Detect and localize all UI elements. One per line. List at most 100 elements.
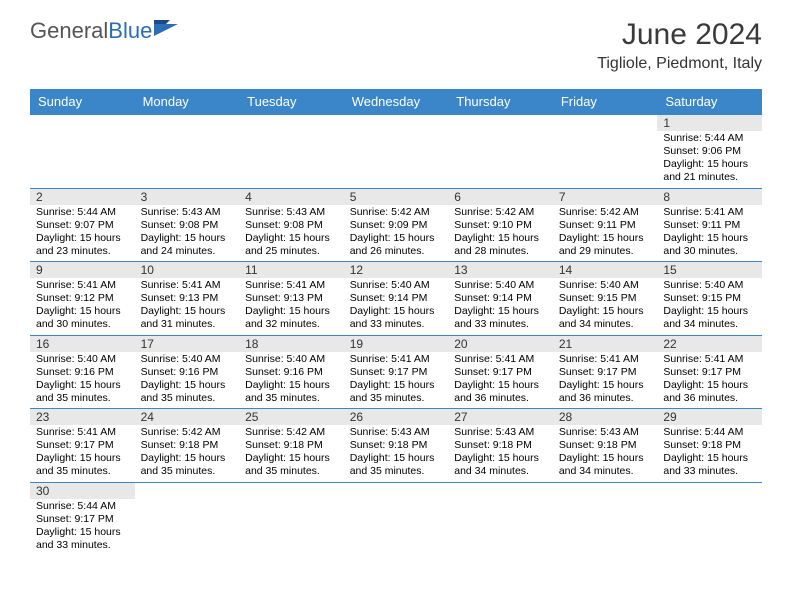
sunrise-text: Sunrise: 5:40 AM bbox=[350, 279, 443, 292]
calendar-cell bbox=[30, 115, 135, 189]
sunset-text: Sunset: 9:14 PM bbox=[350, 292, 443, 305]
daylight-text: Daylight: 15 hours and 28 minutes. bbox=[454, 232, 547, 258]
sunset-text: Sunset: 9:08 PM bbox=[245, 219, 338, 232]
day-number: 3 bbox=[135, 189, 240, 205]
daylight-text: Daylight: 15 hours and 30 minutes. bbox=[36, 305, 129, 331]
calendar-cell: 14Sunrise: 5:40 AMSunset: 9:15 PMDayligh… bbox=[553, 262, 658, 336]
sunrise-text: Sunrise: 5:41 AM bbox=[454, 353, 547, 366]
calendar-row: 1Sunrise: 5:44 AMSunset: 9:06 PMDaylight… bbox=[30, 115, 762, 189]
sunset-text: Sunset: 9:17 PM bbox=[350, 366, 443, 379]
day-number: 10 bbox=[135, 262, 240, 278]
day-number: 9 bbox=[30, 262, 135, 278]
daylight-text: Daylight: 15 hours and 24 minutes. bbox=[141, 232, 234, 258]
sunrise-text: Sunrise: 5:41 AM bbox=[141, 279, 234, 292]
day-number: 1 bbox=[657, 115, 762, 131]
day-details: Sunrise: 5:41 AMSunset: 9:13 PMDaylight:… bbox=[239, 278, 344, 335]
sunrise-text: Sunrise: 5:41 AM bbox=[36, 426, 129, 439]
day-number: 22 bbox=[657, 336, 762, 352]
sunrise-text: Sunrise: 5:40 AM bbox=[36, 353, 129, 366]
sunset-text: Sunset: 9:06 PM bbox=[663, 145, 756, 158]
sunset-text: Sunset: 9:15 PM bbox=[663, 292, 756, 305]
calendar-cell: 21Sunrise: 5:41 AMSunset: 9:17 PMDayligh… bbox=[553, 335, 658, 409]
day-details: Sunrise: 5:41 AMSunset: 9:17 PMDaylight:… bbox=[448, 352, 553, 409]
calendar-cell: 27Sunrise: 5:43 AMSunset: 9:18 PMDayligh… bbox=[448, 409, 553, 483]
daylight-text: Daylight: 15 hours and 36 minutes. bbox=[663, 379, 756, 405]
calendar-cell: 26Sunrise: 5:43 AMSunset: 9:18 PMDayligh… bbox=[344, 409, 449, 483]
day-details: Sunrise: 5:44 AMSunset: 9:18 PMDaylight:… bbox=[657, 425, 762, 482]
day-details: Sunrise: 5:40 AMSunset: 9:16 PMDaylight:… bbox=[239, 352, 344, 409]
calendar-cell bbox=[448, 115, 553, 189]
day-number: 25 bbox=[239, 409, 344, 425]
calendar-cell: 16Sunrise: 5:40 AMSunset: 9:16 PMDayligh… bbox=[30, 335, 135, 409]
sunset-text: Sunset: 9:17 PM bbox=[559, 366, 652, 379]
daylight-text: Daylight: 15 hours and 21 minutes. bbox=[663, 158, 756, 184]
sunrise-text: Sunrise: 5:41 AM bbox=[36, 279, 129, 292]
calendar-cell: 6Sunrise: 5:42 AMSunset: 9:10 PMDaylight… bbox=[448, 188, 553, 262]
sunrise-text: Sunrise: 5:42 AM bbox=[350, 206, 443, 219]
day-details: Sunrise: 5:41 AMSunset: 9:17 PMDaylight:… bbox=[553, 352, 658, 409]
day-number: 23 bbox=[30, 409, 135, 425]
sunrise-text: Sunrise: 5:42 AM bbox=[141, 426, 234, 439]
day-number: 4 bbox=[239, 189, 344, 205]
sunrise-text: Sunrise: 5:42 AM bbox=[559, 206, 652, 219]
sunrise-text: Sunrise: 5:42 AM bbox=[454, 206, 547, 219]
calendar-cell: 8Sunrise: 5:41 AMSunset: 9:11 PMDaylight… bbox=[657, 188, 762, 262]
daylight-text: Daylight: 15 hours and 25 minutes. bbox=[245, 232, 338, 258]
sunset-text: Sunset: 9:16 PM bbox=[245, 366, 338, 379]
sunrise-text: Sunrise: 5:44 AM bbox=[36, 206, 129, 219]
sunrise-text: Sunrise: 5:41 AM bbox=[663, 206, 756, 219]
sunset-text: Sunset: 9:15 PM bbox=[559, 292, 652, 305]
day-details: Sunrise: 5:40 AMSunset: 9:15 PMDaylight:… bbox=[553, 278, 658, 335]
day-number: 20 bbox=[448, 336, 553, 352]
sunrise-text: Sunrise: 5:44 AM bbox=[663, 426, 756, 439]
day-details: Sunrise: 5:44 AMSunset: 9:17 PMDaylight:… bbox=[30, 499, 135, 556]
month-title: June 2024 bbox=[597, 18, 762, 52]
sunset-text: Sunset: 9:16 PM bbox=[141, 366, 234, 379]
sunset-text: Sunset: 9:11 PM bbox=[559, 219, 652, 232]
day-details: Sunrise: 5:42 AMSunset: 9:10 PMDaylight:… bbox=[448, 205, 553, 262]
day-number: 13 bbox=[448, 262, 553, 278]
flag-icon bbox=[154, 20, 180, 43]
calendar-cell: 13Sunrise: 5:40 AMSunset: 9:14 PMDayligh… bbox=[448, 262, 553, 336]
sunset-text: Sunset: 9:17 PM bbox=[36, 513, 129, 526]
day-details: Sunrise: 5:42 AMSunset: 9:18 PMDaylight:… bbox=[135, 425, 240, 482]
day-number: 15 bbox=[657, 262, 762, 278]
day-details: Sunrise: 5:40 AMSunset: 9:14 PMDaylight:… bbox=[448, 278, 553, 335]
day-number: 21 bbox=[553, 336, 658, 352]
calendar-row: 16Sunrise: 5:40 AMSunset: 9:16 PMDayligh… bbox=[30, 335, 762, 409]
sunset-text: Sunset: 9:18 PM bbox=[350, 439, 443, 452]
day-details: Sunrise: 5:42 AMSunset: 9:18 PMDaylight:… bbox=[239, 425, 344, 482]
day-number: 16 bbox=[30, 336, 135, 352]
location: Tigliole, Piedmont, Italy bbox=[597, 55, 762, 73]
calendar-cell: 24Sunrise: 5:42 AMSunset: 9:18 PMDayligh… bbox=[135, 409, 240, 483]
day-number: 14 bbox=[553, 262, 658, 278]
sunset-text: Sunset: 9:09 PM bbox=[350, 219, 443, 232]
calendar-cell bbox=[553, 115, 658, 189]
calendar-cell: 7Sunrise: 5:42 AMSunset: 9:11 PMDaylight… bbox=[553, 188, 658, 262]
calendar-row: 30Sunrise: 5:44 AMSunset: 9:17 PMDayligh… bbox=[30, 482, 762, 555]
daylight-text: Daylight: 15 hours and 33 minutes. bbox=[663, 452, 756, 478]
sunrise-text: Sunrise: 5:41 AM bbox=[245, 279, 338, 292]
day-details: Sunrise: 5:43 AMSunset: 9:08 PMDaylight:… bbox=[239, 205, 344, 262]
daylight-text: Daylight: 15 hours and 35 minutes. bbox=[141, 452, 234, 478]
calendar-cell: 18Sunrise: 5:40 AMSunset: 9:16 PMDayligh… bbox=[239, 335, 344, 409]
sunrise-text: Sunrise: 5:44 AM bbox=[36, 500, 129, 513]
daylight-text: Daylight: 15 hours and 32 minutes. bbox=[245, 305, 338, 331]
daylight-text: Daylight: 15 hours and 36 minutes. bbox=[454, 379, 547, 405]
calendar-cell: 1Sunrise: 5:44 AMSunset: 9:06 PMDaylight… bbox=[657, 115, 762, 189]
sunset-text: Sunset: 9:18 PM bbox=[454, 439, 547, 452]
daylight-text: Daylight: 15 hours and 35 minutes. bbox=[245, 379, 338, 405]
calendar-cell: 9Sunrise: 5:41 AMSunset: 9:12 PMDaylight… bbox=[30, 262, 135, 336]
sunset-text: Sunset: 9:13 PM bbox=[141, 292, 234, 305]
sunset-text: Sunset: 9:18 PM bbox=[141, 439, 234, 452]
day-number: 27 bbox=[448, 409, 553, 425]
sunset-text: Sunset: 9:18 PM bbox=[245, 439, 338, 452]
logo-word-grey: General bbox=[30, 18, 108, 43]
day-number: 11 bbox=[239, 262, 344, 278]
sunrise-text: Sunrise: 5:44 AM bbox=[663, 132, 756, 145]
daylight-text: Daylight: 15 hours and 34 minutes. bbox=[454, 452, 547, 478]
daylight-text: Daylight: 15 hours and 35 minutes. bbox=[36, 452, 129, 478]
calendar-cell bbox=[135, 482, 240, 555]
day-details: Sunrise: 5:40 AMSunset: 9:16 PMDaylight:… bbox=[135, 352, 240, 409]
sunrise-text: Sunrise: 5:40 AM bbox=[141, 353, 234, 366]
